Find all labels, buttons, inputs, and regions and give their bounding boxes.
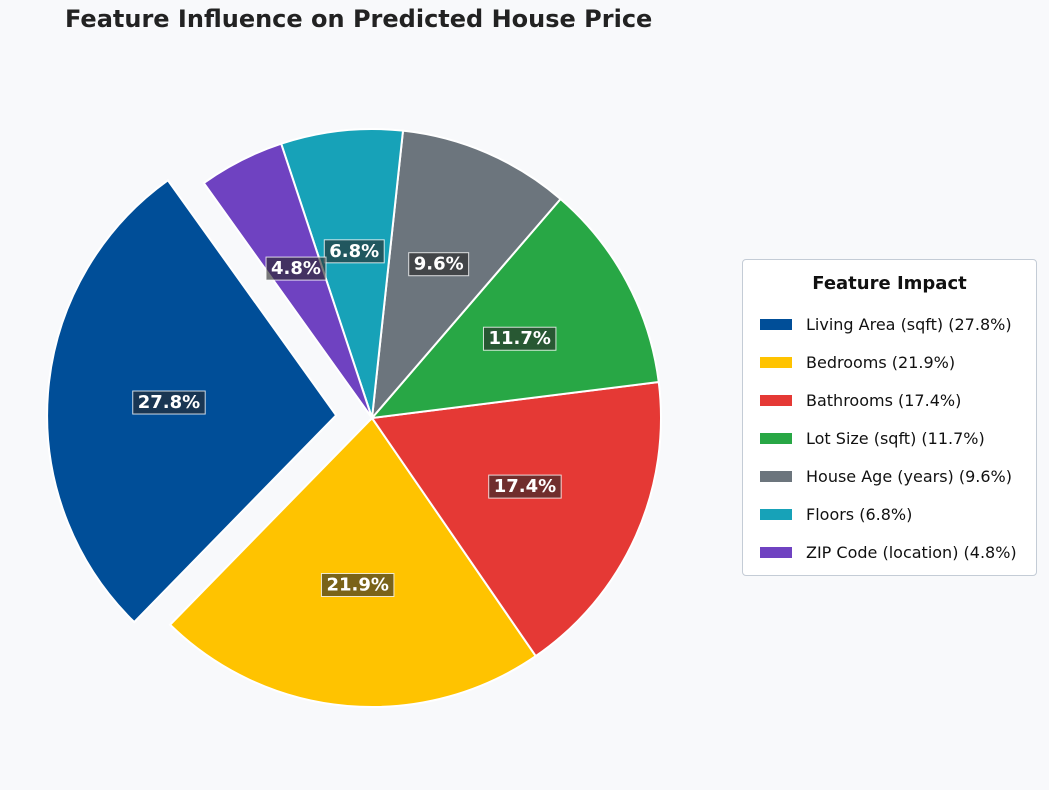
legend-swatch-2 (760, 395, 792, 406)
legend-swatch-3 (760, 433, 792, 444)
slice-label-1: 21.9% (321, 574, 393, 597)
slice-label-6: 4.8% (266, 257, 326, 280)
legend-item-0: Living Area (sqft) (27.8%) (760, 313, 1012, 335)
svg-text:11.7%: 11.7% (488, 328, 550, 349)
svg-text:21.9%: 21.9% (326, 575, 388, 596)
slice-label-4: 9.6% (409, 253, 469, 276)
legend-title: Feature Impact (743, 273, 1036, 297)
legend-label-2: Bathrooms (17.4%) (806, 391, 961, 410)
legend-label-4: House Age (years) (9.6%) (806, 467, 1012, 486)
svg-text:6.8%: 6.8% (329, 241, 379, 262)
legend-swatch-0 (760, 319, 792, 330)
legend-item-4: House Age (years) (9.6%) (760, 465, 1012, 487)
legend-item-2: Bathrooms (17.4%) (760, 389, 961, 411)
slice-label-0: 27.8% (133, 391, 205, 414)
legend-item-5: Floors (6.8%) (760, 503, 912, 525)
svg-text:9.6%: 9.6% (414, 254, 464, 275)
svg-text:17.4%: 17.4% (494, 476, 556, 497)
svg-text:27.8%: 27.8% (138, 392, 200, 413)
svg-text:4.8%: 4.8% (271, 258, 321, 279)
legend-swatch-5 (760, 509, 792, 520)
slice-label-3: 11.7% (483, 327, 555, 350)
legend-item-1: Bedrooms (21.9%) (760, 351, 955, 373)
legend-label-6: ZIP Code (location) (4.8%) (806, 543, 1017, 562)
legend-label-5: Floors (6.8%) (806, 505, 912, 524)
legend-item-3: Lot Size (sqft) (11.7%) (760, 427, 985, 449)
slice-label-5: 6.8% (324, 240, 384, 263)
legend-swatch-4 (760, 471, 792, 482)
legend: Feature Impact Living Area (sqft) (27.8%… (742, 259, 1037, 576)
legend-item-6: ZIP Code (location) (4.8%) (760, 541, 1017, 563)
legend-label-0: Living Area (sqft) (27.8%) (806, 315, 1012, 334)
legend-swatch-1 (760, 357, 792, 368)
legend-label-1: Bedrooms (21.9%) (806, 353, 955, 372)
slice-label-2: 17.4% (489, 475, 561, 498)
legend-label-3: Lot Size (sqft) (11.7%) (806, 429, 985, 448)
legend-swatch-6 (760, 547, 792, 558)
